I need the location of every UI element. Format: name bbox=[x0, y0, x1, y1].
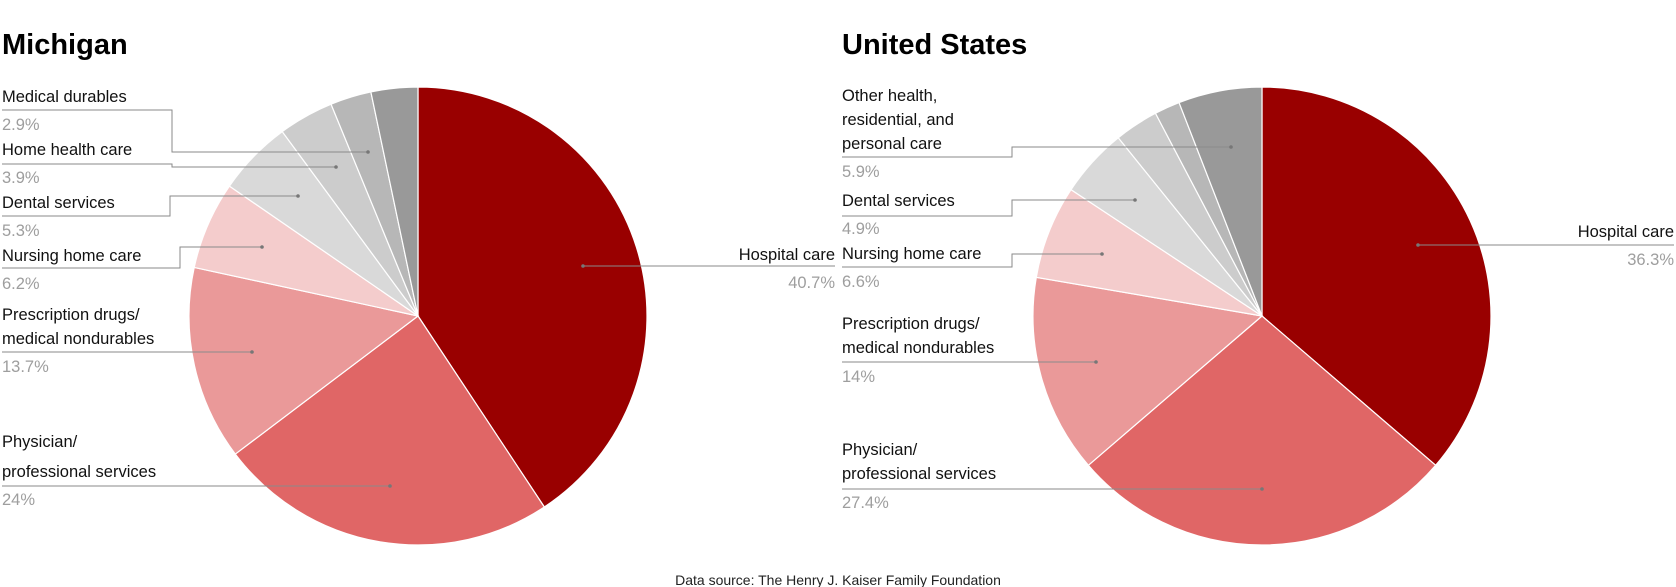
michigan-label-pct-physician-professional-services: 24% bbox=[2, 491, 35, 509]
united-states-label-text-prescription-drugs-medical-nondurables-1: medical nondurables bbox=[842, 339, 994, 357]
michigan-label-prescription-drugs-medical-nondurables: Prescription drugs/medical nondurables 13… bbox=[2, 306, 254, 376]
united-states-chart-title: United States bbox=[842, 29, 1027, 61]
michigan-label-physician-professional-services: Physician/professional services 24% bbox=[2, 433, 392, 509]
united-states-label-text-hospital-care-0: Hospital care bbox=[1578, 223, 1674, 241]
united-states-label-text-other-health-residential-and-personal-care-0: Other health, bbox=[842, 87, 937, 105]
michigan-label-pct-hospital-care: 40.7% bbox=[788, 274, 835, 292]
michigan-slice-prescription-drugs-medical-nondurables bbox=[188, 266, 420, 455]
michigan-label-pct-medical-durables: 2.9% bbox=[2, 116, 40, 134]
michigan-label-pct-home-health-care: 3.9% bbox=[2, 169, 40, 187]
michigan-label-pct-prescription-drugs-medical-nondurables: 13.7% bbox=[2, 358, 49, 376]
united-states-slice-prescription-drugs-medical-nondurables bbox=[1032, 276, 1264, 467]
united-states-leader-dot-other-health-residential-and-personal-care bbox=[1229, 145, 1233, 149]
united-states-label-text-dental-services-0: Dental services bbox=[842, 192, 955, 210]
michigan-label-text-home-health-care-0: Home health care bbox=[2, 141, 132, 159]
michigan-leader-dental-services bbox=[2, 195, 298, 217]
michigan-label-text-hospital-care-0: Hospital care bbox=[739, 246, 835, 264]
michigan-chart-title: Michigan bbox=[2, 29, 128, 61]
michigan-leader-home-health-care bbox=[2, 163, 336, 168]
united-states-label-text-nursing-home-care-0: Nursing home care bbox=[842, 245, 981, 263]
united-states-label-pct-prescription-drugs-medical-nondurables: 14% bbox=[842, 368, 875, 386]
united-states-leader-dot-hospital-care bbox=[1416, 243, 1420, 247]
united-states-label-hospital-care: Hospital care 36.3% bbox=[1416, 223, 1674, 269]
united-states-label-text-other-health-residential-and-personal-care-1: residential, and bbox=[842, 111, 954, 129]
michigan-leader-dot-physician-professional-services bbox=[388, 484, 392, 488]
united-states-leader-dot-prescription-drugs-medical-nondurables bbox=[1094, 360, 1098, 364]
united-states-label-text-other-health-residential-and-personal-care-2: personal care bbox=[842, 135, 942, 153]
michigan-leader-dot-hospital-care bbox=[581, 264, 585, 268]
united-states-leader-dot-dental-services bbox=[1133, 198, 1137, 202]
united-states-labels: Hospital care 36.3% Physician/professional… bbox=[842, 87, 1674, 512]
michigan-leader-dot-nursing-home-care bbox=[260, 245, 264, 249]
united-states-leader-other-health-residential-and-personal-care bbox=[842, 146, 1231, 158]
united-states-leader-dot-physician-professional-services bbox=[1260, 487, 1264, 491]
michigan-label-text-prescription-drugs-medical-nondurables-1: medical nondurables bbox=[2, 330, 154, 348]
michigan-label-dental-services: Dental services 5.3% bbox=[2, 194, 300, 240]
michigan-label-text-nursing-home-care-0: Nursing home care bbox=[2, 247, 141, 265]
michigan-labels: Hospital care 40.7% Physician/professional… bbox=[2, 88, 835, 509]
united-states-label-pct-physician-professional-services: 27.4% bbox=[842, 494, 889, 512]
united-states-slice-other-health-residential-and-personal-care bbox=[1178, 86, 1263, 317]
united-states-label-text-prescription-drugs-medical-nondurables-0: Prescription drugs/ bbox=[842, 315, 980, 333]
united-states-label-pct-other-health-residential-and-personal-care: 5.9% bbox=[842, 163, 880, 181]
united-states-label-text-physician-professional-services-0: Physician/ bbox=[842, 441, 918, 459]
united-states-label-physician-professional-services: Physician/professional services 27.4% bbox=[842, 441, 1264, 512]
michigan-pie-chart: Michigan Hospital care 40.7% Physician/pro… bbox=[2, 29, 835, 546]
michigan-slice-unlabeled-7 bbox=[370, 86, 419, 317]
michigan-slices bbox=[188, 86, 648, 546]
michigan-label-pct-dental-services: 5.3% bbox=[2, 222, 40, 240]
united-states-label-prescription-drugs-medical-nondurables: Prescription drugs/medical nondurables 14… bbox=[842, 315, 1098, 386]
michigan-slice-physician-professional-services bbox=[234, 315, 546, 546]
united-states-leader-dental-services bbox=[842, 199, 1135, 217]
united-states-label-pct-hospital-care: 36.3% bbox=[1627, 251, 1674, 269]
michigan-label-medical-durables: Medical durables 2.9% bbox=[2, 88, 370, 154]
michigan-label-pct-nursing-home-care: 6.2% bbox=[2, 275, 40, 293]
michigan-leader-dot-prescription-drugs-medical-nondurables bbox=[250, 350, 254, 354]
data-source-note: Data source: The Henry J. Kaiser Family … bbox=[675, 572, 1001, 587]
michigan-label-hospital-care: Hospital care 40.7% bbox=[581, 246, 835, 292]
michigan-label-text-medical-durables-0: Medical durables bbox=[2, 88, 127, 106]
united-states-slice-physician-professional-services bbox=[1087, 315, 1437, 546]
united-states-label-text-physician-professional-services-1: professional services bbox=[842, 465, 996, 483]
united-states-label-dental-services: Dental services 4.9% bbox=[842, 192, 1137, 238]
michigan-label-text-dental-services-0: Dental services bbox=[2, 194, 115, 212]
michigan-leader-medical-durables bbox=[2, 109, 368, 153]
united-states-label-pct-nursing-home-care: 6.6% bbox=[842, 273, 880, 291]
michigan-label-nursing-home-care: Nursing home care 6.2% bbox=[2, 245, 264, 293]
united-states-slice-hospital-care bbox=[1261, 86, 1492, 467]
michigan-leader-dot-dental-services bbox=[296, 194, 300, 198]
united-states-leader-nursing-home-care bbox=[842, 253, 1102, 268]
michigan-label-text-prescription-drugs-medical-nondurables-0: Prescription drugs/ bbox=[2, 306, 140, 324]
united-states-label-pct-dental-services: 4.9% bbox=[842, 220, 880, 238]
united-states-pie-chart: United States Hospital care 36.3% Physicia… bbox=[842, 29, 1674, 546]
united-states-slices bbox=[1032, 86, 1492, 546]
united-states-label-other-health-residential-and-personal-care: Other health, residential, and personal ca… bbox=[842, 87, 1233, 181]
michigan-label-text-physician-professional-services-0: Physician/ bbox=[2, 433, 78, 451]
michigan-leader-dot-home-health-care bbox=[334, 165, 338, 169]
michigan-leader-nursing-home-care bbox=[2, 246, 262, 269]
michigan-leader-dot-medical-durables bbox=[366, 150, 370, 154]
michigan-label-text-physician-professional-services-1: professional services bbox=[2, 463, 156, 481]
united-states-leader-dot-nursing-home-care bbox=[1100, 252, 1104, 256]
united-states-label-nursing-home-care: Nursing home care 6.6% bbox=[842, 245, 1104, 291]
michigan-label-home-health-care: Home health care 3.9% bbox=[2, 141, 338, 187]
